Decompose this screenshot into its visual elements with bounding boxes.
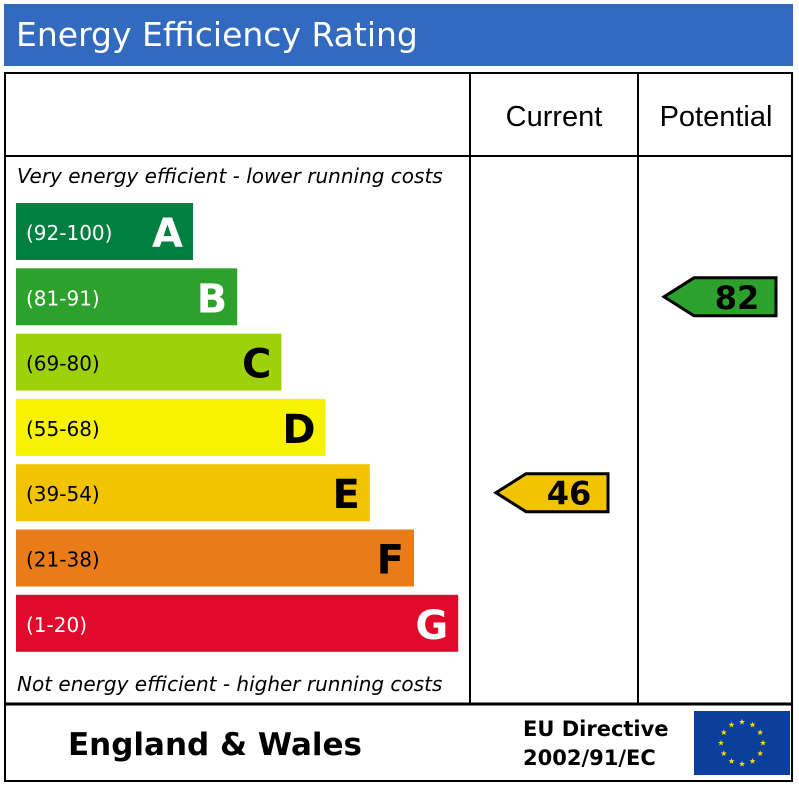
chart-frame bbox=[4, 72, 793, 782]
eu-flag-icon bbox=[694, 711, 790, 775]
band-bar-e bbox=[16, 464, 370, 522]
footer: England & Wales EU Directive 2002/91/EC bbox=[4, 705, 793, 781]
region-name: England & Wales bbox=[68, 727, 362, 763]
band-g: (1-20) G bbox=[16, 594, 459, 652]
current-rating-arrow: 46 bbox=[493, 472, 610, 514]
column-header-potential: Potential bbox=[660, 101, 773, 133]
band-bar-a bbox=[16, 203, 193, 260]
band-letter-b: B bbox=[197, 276, 228, 322]
band-c: (69-80) C bbox=[16, 333, 282, 391]
band-letter-a: A bbox=[152, 211, 183, 257]
band-range-f: (21-38) bbox=[26, 548, 100, 572]
top-caption: Very energy efficient - lower running co… bbox=[17, 164, 443, 188]
band-bar-c bbox=[16, 333, 282, 391]
band-bar-d bbox=[16, 398, 326, 456]
band-letter-g: G bbox=[415, 603, 448, 649]
potential-rating-value: 82 bbox=[715, 279, 760, 317]
band-letter-f: F bbox=[377, 538, 404, 584]
band-range-e: (39-54) bbox=[26, 482, 100, 506]
band-a: (92-100) A bbox=[16, 203, 193, 260]
chart-title: Energy Efficiency Rating bbox=[4, 4, 793, 66]
band-range-c: (69-80) bbox=[26, 352, 100, 376]
band-range-b: (81-91) bbox=[26, 286, 100, 310]
potential-rating-arrow: 82 bbox=[661, 276, 778, 318]
band-letter-c: C bbox=[242, 342, 271, 388]
band-bar-g bbox=[16, 594, 459, 652]
band-letter-d: D bbox=[282, 407, 315, 453]
current-rating-value: 46 bbox=[547, 475, 592, 513]
band-bar-f bbox=[16, 529, 414, 587]
band-range-d: (55-68) bbox=[26, 417, 100, 441]
band-f: (21-38) F bbox=[16, 529, 414, 587]
band-bar-b bbox=[16, 268, 238, 326]
band-e: (39-54) E bbox=[16, 464, 370, 522]
eu-directive: EU Directive 2002/91/EC bbox=[523, 715, 669, 773]
directive-line-1: EU Directive bbox=[523, 717, 669, 741]
band-d: (55-68) D bbox=[16, 398, 326, 456]
band-letter-e: E bbox=[332, 472, 359, 518]
potential-arrow-shape bbox=[661, 276, 778, 318]
band-b: (81-91) B bbox=[16, 268, 238, 326]
bottom-caption: Not energy efficient - higher running co… bbox=[17, 672, 442, 696]
rating-bands: (92-100) A (81-91) B (69-80) C (55-68) D (39-54)… bbox=[16, 203, 459, 652]
rating-arrows: 46 82 bbox=[493, 276, 778, 514]
band-range-a: (92-100) bbox=[26, 221, 112, 245]
column-header-current: Current bbox=[506, 101, 603, 133]
current-arrow-shape bbox=[493, 472, 610, 514]
directive-line-2: 2002/91/EC bbox=[523, 746, 656, 770]
band-range-g: (1-20) bbox=[26, 613, 87, 637]
